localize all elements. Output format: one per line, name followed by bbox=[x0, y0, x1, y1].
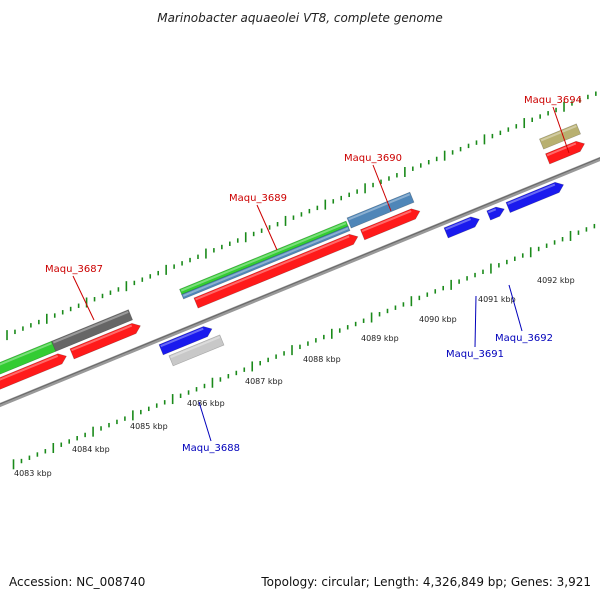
leader-line bbox=[72, 275, 95, 321]
gene-highlight bbox=[52, 310, 129, 344]
gene-highlight bbox=[445, 218, 472, 231]
genome-summary-text: Topology: circular; Length: 4,326,849 bp… bbox=[260, 575, 591, 589]
gene-features bbox=[0, 123, 586, 390]
gene-highlight bbox=[361, 210, 412, 233]
gene-highlight bbox=[348, 193, 411, 221]
gene-label: Maqu_3691 bbox=[446, 349, 504, 360]
gene-blue bbox=[505, 181, 565, 213]
gene-highlight bbox=[0, 355, 59, 381]
leader-line bbox=[474, 295, 477, 348]
gene-blue bbox=[443, 216, 480, 239]
gene-label: Maqu_3688 bbox=[182, 443, 240, 454]
leader-line bbox=[198, 401, 212, 442]
kbp-label: 4089 kbp bbox=[361, 334, 399, 343]
gene-highlight bbox=[195, 235, 350, 301]
gene-highlight bbox=[546, 142, 577, 157]
gene-highlight bbox=[540, 125, 577, 142]
backbone-edge bbox=[0, 157, 600, 405]
kbp-scale: 4083 kbp 4084 kbp 4085 kbp 4086 kbp 4087 kbp… bbox=[14, 276, 575, 478]
kbp-label: 4091 kbp bbox=[478, 295, 516, 304]
gene-label: Maqu_3689 bbox=[229, 193, 287, 204]
leader-line bbox=[508, 284, 523, 332]
gene-highlight bbox=[182, 227, 349, 297]
gene-khaki bbox=[539, 123, 581, 150]
gene-red bbox=[545, 140, 586, 165]
accession-text: Accession: NC_008740 bbox=[9, 575, 145, 589]
gene-blue bbox=[158, 326, 213, 356]
backbone-line bbox=[0, 156, 600, 408]
gene-highlight bbox=[71, 324, 133, 352]
kbp-label: 4084 kbp bbox=[72, 445, 110, 454]
gene-highlight bbox=[488, 208, 497, 214]
kbp-label: 4090 kbp bbox=[419, 315, 457, 324]
gene-red bbox=[193, 233, 359, 309]
gene-label: Maqu_3694 bbox=[524, 95, 582, 106]
kbp-label: 4083 kbp bbox=[14, 469, 52, 478]
gene-highlight bbox=[160, 327, 204, 348]
lower-tick-row bbox=[12, 223, 596, 470]
kbp-label: 4085 kbp bbox=[130, 422, 168, 431]
gene-steel bbox=[346, 191, 415, 229]
gene-red bbox=[360, 208, 421, 241]
gene-label: Maqu_3692 bbox=[495, 333, 553, 344]
gene-lightgray bbox=[168, 334, 225, 367]
gene-blue bbox=[486, 206, 505, 221]
gene-red bbox=[0, 353, 67, 390]
gene-red bbox=[69, 323, 141, 360]
map-title: Marinobacter aquaeolei VT8, complete gen… bbox=[157, 11, 443, 25]
genome-backbone bbox=[0, 156, 600, 408]
gene-labels: Maqu_3687 Maqu_3689 Maqu_3690 Maqu_3694 Maqu… bbox=[45, 95, 582, 454]
kbp-label: 4087 kbp bbox=[245, 377, 283, 386]
kbp-label: 4088 kbp bbox=[303, 355, 341, 364]
gene-gray bbox=[51, 309, 133, 352]
kbp-label: 4092 kbp bbox=[537, 276, 575, 285]
gene-highlight bbox=[0, 342, 52, 366]
upper-tick-row bbox=[6, 91, 597, 341]
gene-highlight bbox=[507, 183, 556, 205]
leader-line bbox=[372, 164, 392, 212]
tick-marks bbox=[6, 91, 597, 470]
leader-line bbox=[256, 204, 278, 251]
gene-label: Maqu_3690 bbox=[344, 153, 402, 164]
gene-highlight bbox=[180, 222, 347, 292]
gene-steel bbox=[181, 225, 351, 300]
leader-line bbox=[552, 106, 570, 154]
kbp-label: 4086 kbp bbox=[187, 399, 225, 408]
gene-label: Maqu_3687 bbox=[45, 264, 103, 275]
gene-highlight bbox=[170, 336, 221, 359]
